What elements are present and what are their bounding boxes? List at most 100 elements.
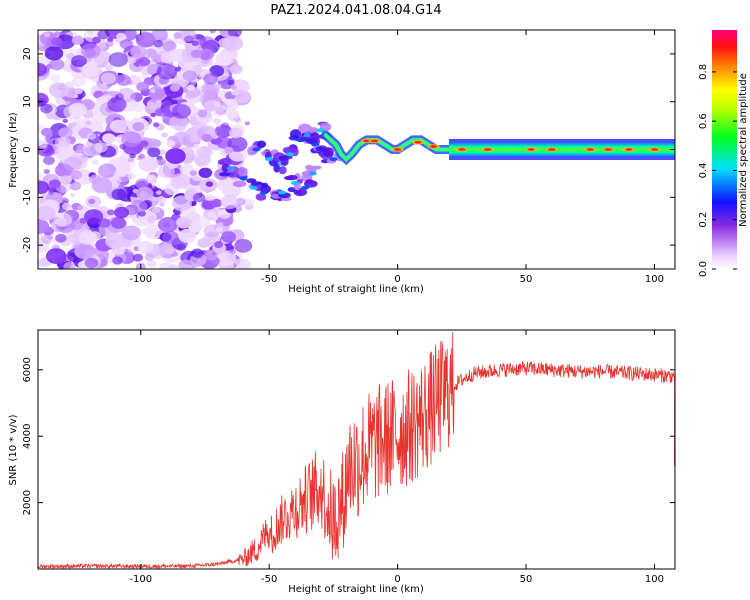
heatmap-cell (44, 32, 51, 38)
colorbar-tick-label: 0.0 (698, 261, 709, 277)
heatmap-cell (228, 147, 247, 162)
heatmap-cell (216, 54, 231, 66)
colorbar-tick-label: 0.6 (698, 113, 709, 129)
heatmap-cell (140, 228, 149, 235)
heatmap-cell (119, 39, 133, 50)
heatmap-cell (152, 207, 161, 214)
x-tick-label: -50 (261, 574, 277, 585)
heatmap-cell (234, 239, 253, 253)
heatmap-cell (146, 215, 157, 223)
heatmap-cell (205, 181, 214, 187)
heatmap-cell (84, 209, 104, 225)
heatmap-cell (147, 137, 159, 147)
heatmap-cell (261, 182, 269, 189)
heatmap-cell (214, 83, 222, 90)
heatmap-cell (100, 72, 116, 85)
heatmap-hotspot-core (430, 145, 438, 148)
heatmap-cell (194, 215, 211, 228)
heatmap-cell (247, 146, 255, 156)
heatmap-cell (112, 256, 123, 265)
heatmap-cell (207, 210, 217, 218)
heatmap-cell (234, 258, 246, 267)
heatmap-cell (218, 172, 231, 177)
heatmap-cell (147, 101, 156, 109)
heatmap-cell (70, 192, 76, 197)
heatmap-cell (220, 157, 232, 166)
heatmap-cell (182, 70, 197, 82)
heatmap-cell (85, 57, 92, 63)
heatmap-hotspot-core (651, 148, 658, 151)
heatmap-cell (121, 225, 141, 241)
heatmap-cell (41, 127, 53, 137)
heatmap-cell (232, 180, 247, 188)
heatmap-cell (178, 228, 197, 243)
heatmap-cell (213, 101, 221, 107)
heatmap-cell (303, 133, 312, 138)
heatmap-cell (214, 124, 232, 138)
heatmap-cell (137, 31, 152, 42)
colorbar-tick-label: 0.4 (698, 162, 709, 178)
y-tick-label: 0 (22, 146, 33, 152)
snr-ylabel: SNR (10 * v/v) (8, 414, 19, 485)
heatmap-cell (157, 217, 178, 233)
y-tick-label: 10 (22, 95, 33, 108)
heatmap-cell (305, 179, 314, 184)
heatmap-cell (217, 222, 224, 227)
heatmap-cell (199, 72, 205, 77)
heatmap-cell (257, 140, 267, 148)
heatmap-cell (91, 77, 98, 83)
heatmap-cell (221, 231, 237, 243)
heatmap-cell (191, 248, 204, 258)
heatmap-cell (158, 148, 167, 156)
heatmap-cell (153, 39, 164, 48)
heatmap-cell (70, 170, 83, 180)
heatmap-cell (197, 161, 205, 168)
heatmap-cell (107, 97, 127, 112)
heatmap-cell (82, 141, 103, 157)
heatmap-cell (228, 248, 237, 255)
heatmap-cell (249, 185, 258, 190)
heatmap-cell (80, 43, 101, 59)
heatmap-cell (215, 226, 223, 233)
heatmap-cell (278, 166, 287, 175)
heatmap-cell (81, 63, 100, 77)
heatmap-cell (190, 49, 203, 59)
heatmap-cell (38, 181, 50, 194)
heatmap-cell (38, 173, 43, 179)
heatmap-cell (156, 190, 162, 195)
heatmap-cell (226, 109, 240, 119)
heatmap-cell (260, 190, 268, 195)
heatmap-cell (38, 219, 50, 234)
heatmap-cell (227, 79, 235, 86)
heatmap-cell (155, 107, 168, 117)
heatmap-cell (110, 217, 127, 229)
heatmap-cell (211, 198, 222, 208)
heatmap-cell (73, 126, 80, 132)
heatmap-cell (71, 55, 87, 68)
heatmap-cell (113, 167, 133, 183)
heatmap-cell (118, 184, 125, 189)
heatmap-cell (55, 217, 67, 227)
heatmap-cell (172, 104, 191, 119)
heatmap-cell (162, 231, 179, 244)
heatmap-cell (193, 143, 200, 149)
heatmap-cell (116, 119, 133, 132)
heatmap-cell (97, 163, 117, 178)
heatmap-cell (137, 57, 151, 67)
x-tick-label: 0 (394, 274, 400, 285)
heatmap-cell (156, 158, 167, 166)
x-tick-label: 50 (520, 574, 533, 585)
heatmap-cell (197, 238, 211, 248)
heatmap-cell (87, 132, 97, 140)
heatmap-cell (147, 86, 166, 100)
heatmap-cell (287, 187, 296, 193)
heatmap-hotspot-core (586, 148, 594, 151)
heatmap-cell (197, 125, 217, 141)
heatmap-hotspot-core (484, 148, 491, 151)
heatmap-cell (78, 230, 98, 245)
heatmap-cell (226, 166, 235, 171)
heatmap-hotspot-core (625, 148, 633, 151)
heatmap-cell (203, 73, 219, 85)
